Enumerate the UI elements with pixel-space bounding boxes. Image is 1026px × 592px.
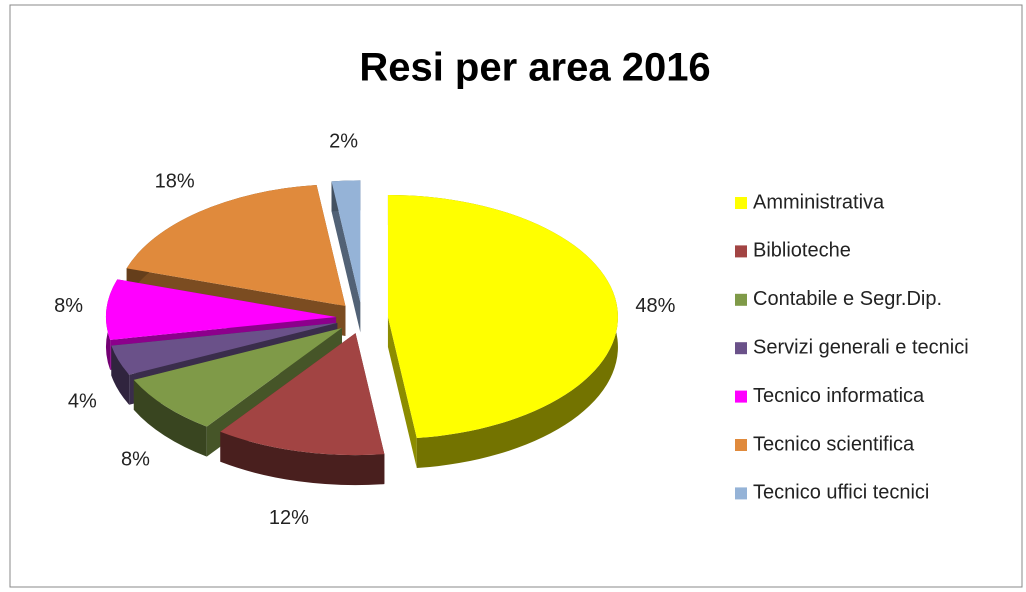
legend-swatch xyxy=(735,197,747,209)
slice-side xyxy=(133,379,207,457)
slice-top xyxy=(387,195,618,439)
slice-top xyxy=(133,327,342,427)
slice-top xyxy=(220,333,385,456)
slice-side xyxy=(111,345,130,405)
legend-label: Biblioteche xyxy=(753,240,851,262)
legend-swatch xyxy=(735,487,747,500)
legend-label: Amministrativa xyxy=(753,191,885,213)
legend-label: Tecnico uffici tecnici xyxy=(753,482,929,504)
slice xyxy=(387,195,618,469)
slice xyxy=(220,333,385,486)
legend-label: Tecnico informatica xyxy=(753,385,925,407)
slice xyxy=(331,180,361,333)
legend-swatch xyxy=(735,439,747,451)
legend-swatch xyxy=(735,390,747,403)
slice-wall xyxy=(387,317,417,469)
legend-label: Servizi generali e tecnici xyxy=(753,336,969,358)
slice-top xyxy=(111,322,338,375)
legend-swatch xyxy=(735,245,747,258)
data-label: 8% xyxy=(121,448,150,470)
slice-top xyxy=(126,184,346,306)
legend-label: Tecnico scientifica xyxy=(753,433,915,455)
legend-swatch xyxy=(735,293,747,306)
data-label: 12% xyxy=(269,507,309,529)
slice-side xyxy=(220,431,385,486)
legend-label: Contabile e Segr.Dip. xyxy=(753,288,942,310)
data-label: 8% xyxy=(54,295,83,317)
data-label: 4% xyxy=(68,391,97,413)
slice-top xyxy=(331,180,361,303)
legend-swatch xyxy=(735,342,747,355)
data-label: 18% xyxy=(155,171,195,193)
slice-wall xyxy=(331,181,361,333)
slice-top xyxy=(106,279,337,340)
data-label: 2% xyxy=(329,131,358,153)
data-label: 48% xyxy=(635,295,675,317)
chart-title: Resi per area 2016 xyxy=(359,46,710,90)
